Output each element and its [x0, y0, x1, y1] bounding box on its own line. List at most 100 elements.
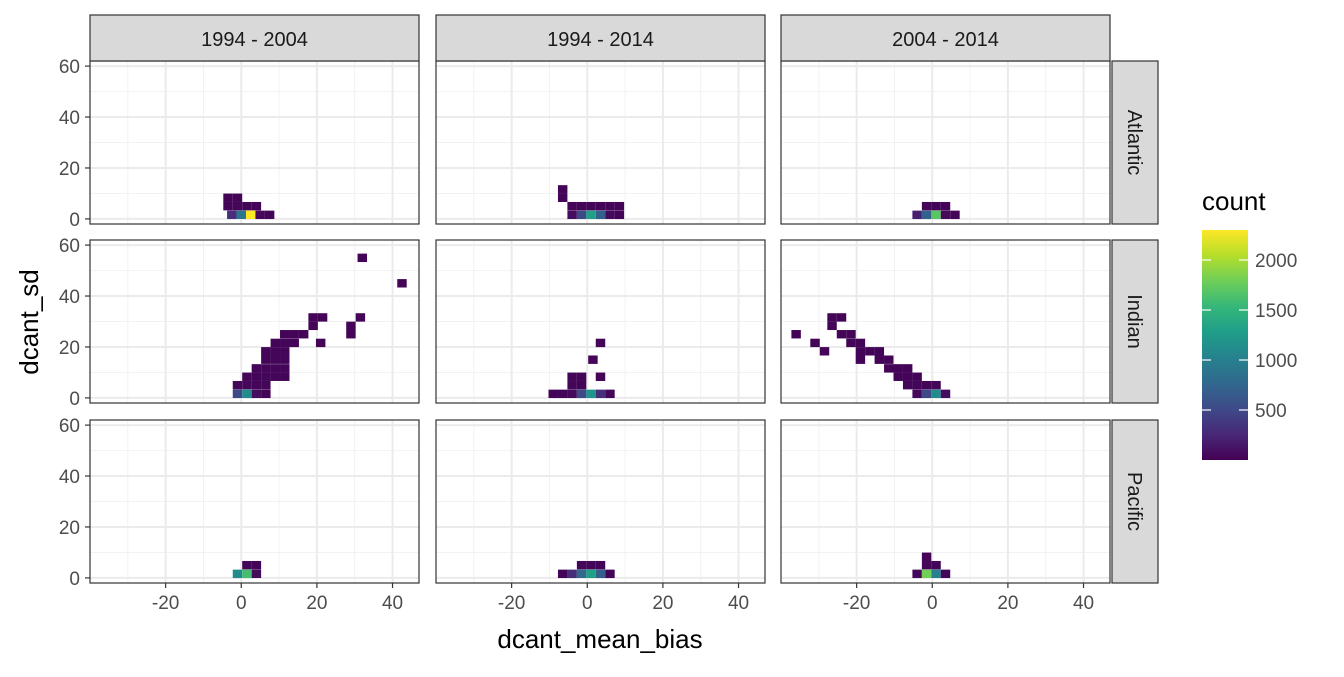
- heatmap-cell: [346, 321, 356, 331]
- heatmap-cell: [261, 389, 271, 399]
- x-tick-label: 40: [1073, 593, 1094, 614]
- heatmap-cell: [950, 210, 960, 220]
- heatmap-cell: [912, 210, 922, 220]
- y-tick-label: 40: [59, 467, 80, 488]
- heatmap-cell: [595, 210, 606, 220]
- heatmap-cell: [232, 569, 243, 579]
- heatmap-cell: [855, 355, 866, 364]
- heatmap-cell: [557, 389, 568, 399]
- heatmap-cell: [251, 569, 262, 579]
- panel-1994-2014-pacific: [435, 419, 766, 584]
- heatmap-cell: [586, 210, 596, 220]
- heatmap-cell: [270, 338, 281, 348]
- strip-label: Pacific: [1123, 472, 1145, 531]
- heatmap-cell: [931, 569, 941, 579]
- heatmap-cell: [931, 210, 941, 220]
- heatmap-cell: [261, 372, 271, 381]
- heatmap-cell: [242, 380, 252, 390]
- x-tick-label: 0: [236, 593, 247, 614]
- count-legend: count 500 1000 1500 2000: [1202, 186, 1297, 460]
- x-tick-label: -20: [843, 593, 870, 614]
- panels-layer: [89, 60, 1111, 584]
- heatmap-cell: [921, 201, 932, 211]
- heatmap-cell: [289, 330, 299, 339]
- x-tick-label: 20: [997, 593, 1018, 614]
- heatmap-cell: [567, 569, 577, 579]
- heatmap-cell: [576, 560, 587, 570]
- legend-ticks: 500 1000 1500 2000: [1202, 251, 1297, 422]
- heatmap-cell: [605, 210, 615, 220]
- heatmap-cell: [855, 338, 866, 348]
- heatmap-cell: [576, 372, 587, 381]
- heatmap-cell: [251, 389, 262, 399]
- x-tick-label: 0: [582, 593, 593, 614]
- strip-background: [1111, 419, 1159, 584]
- heatmap-cell: [595, 569, 606, 579]
- strip-label: Indian: [1123, 294, 1145, 349]
- heatmap-cell: [586, 201, 596, 211]
- heatmap-cell: [270, 347, 281, 356]
- strip-background: [780, 14, 1111, 62]
- strip-label: 2004 - 2014: [892, 29, 999, 51]
- y-tick-label: 20: [59, 518, 80, 539]
- heatmap-cell: [280, 372, 290, 381]
- heatmap-cell: [791, 330, 801, 339]
- x-tick-label: -20: [498, 593, 525, 614]
- facet-strips-layer: 1994 - 2004 1994 - 2014 2004 - 2014 Atlanti…: [89, 14, 1159, 584]
- heatmap-cell: [567, 380, 577, 390]
- strip-row-pacific: Pacific: [1111, 419, 1159, 584]
- heatmap-cell: [251, 372, 262, 381]
- heatmap-cell: [884, 355, 894, 364]
- heatmap-cell: [355, 313, 366, 322]
- heatmap-cell: [921, 389, 932, 399]
- heatmap-cell: [232, 201, 243, 211]
- heatmap-cell: [261, 355, 271, 364]
- heatmap-cell: [846, 338, 856, 348]
- heatmap-cell: [931, 201, 941, 211]
- heatmap-cell: [846, 330, 856, 339]
- heatmap-cell: [586, 389, 596, 399]
- heatmap-cell: [931, 560, 941, 570]
- y-tick-label: 20: [59, 338, 80, 359]
- heatmap-cell: [567, 210, 577, 220]
- heatmap-cell: [264, 210, 275, 220]
- panel-border: [780, 419, 1111, 584]
- heatmap-cell: [810, 338, 820, 348]
- heatmap-cell: [576, 380, 587, 390]
- strip-row-indian: Indian: [1111, 239, 1159, 404]
- heatmap-cell: [921, 210, 932, 220]
- panel-border: [435, 239, 766, 404]
- heatmap-cell: [912, 389, 922, 399]
- heatmap-cell: [346, 330, 356, 339]
- heatmap-cell: [874, 355, 885, 364]
- heatmap-cell: [242, 569, 252, 579]
- heatmap-cell: [308, 313, 318, 322]
- heatmap-cell: [902, 364, 913, 373]
- heatmap-cell: [251, 380, 262, 390]
- legend-tick-label: 1000: [1255, 351, 1297, 372]
- legend-colorbar: [1202, 230, 1248, 460]
- strip-row-atlantic: Atlantic: [1111, 60, 1159, 225]
- heatmap-cell: [255, 210, 265, 220]
- strip-background: [1111, 239, 1159, 404]
- heatmap-cell: [236, 210, 246, 220]
- heatmap-cell: [245, 210, 256, 220]
- heatmap-cell: [921, 560, 932, 570]
- heatmap-cell: [280, 338, 290, 348]
- heatmap-cell: [308, 321, 318, 331]
- strip-label: Atlantic: [1123, 110, 1145, 176]
- y-tick-label: 0: [69, 210, 80, 231]
- heatmap-cell: [865, 347, 875, 356]
- panel-border: [89, 419, 420, 584]
- heatmap-cell: [940, 569, 951, 579]
- heatmap-cell: [605, 389, 615, 399]
- heatmap-cell: [576, 201, 587, 211]
- legend-title: count: [1202, 186, 1266, 216]
- y-tick-label: 0: [69, 389, 80, 410]
- heatmap-cell: [223, 193, 233, 202]
- heatmap-cell: [242, 389, 252, 399]
- legend-tick-label: 500: [1255, 401, 1287, 422]
- heatmap-cell: [874, 347, 885, 356]
- panel-border: [780, 239, 1111, 404]
